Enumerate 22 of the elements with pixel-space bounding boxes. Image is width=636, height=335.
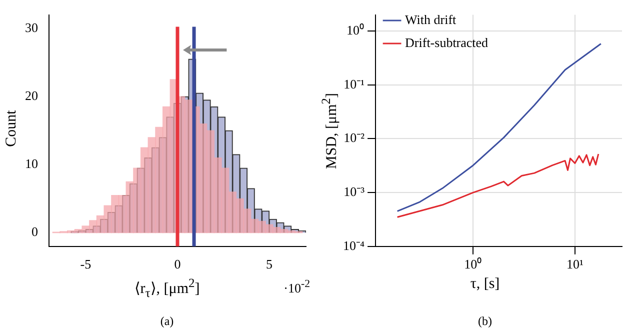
y-tick-label: 10⁻¹ — [344, 76, 365, 92]
legend-label: Drift-subtracted — [405, 34, 489, 50]
text: (b) — [477, 314, 493, 329]
x-tick-label: 5 — [266, 256, 273, 272]
text: (a) — [159, 314, 175, 329]
y-tick-label: 0 — [32, 224, 38, 240]
x-tick-label: 10¹ — [566, 256, 584, 272]
y-tick-label: 10⁻⁴ — [342, 238, 365, 253]
y-tick-label: 20 — [25, 88, 38, 103]
text: ·10$^{-2}$ — [284, 278, 310, 296]
legend-label: With drift — [405, 12, 457, 27]
x-tick-label: 10⁰ — [464, 256, 482, 272]
x-axis-title: τ, [s] — [469, 276, 501, 293]
y-axis-title: Count — [4, 109, 20, 149]
x-tick-label: -5 — [80, 256, 92, 272]
y-tick-label: 10 — [25, 156, 38, 172]
x-tick-label: 0 — [174, 256, 181, 272]
y-tick-label: 10⁰ — [346, 22, 365, 38]
y-tick-label: 30 — [25, 20, 38, 35]
y-tick-label: 10⁻³ — [344, 184, 365, 199]
x-axis-title: ⟨r$_{τ}$⟩, [μm$^{2}$] — [134, 276, 200, 300]
y-tick-label: 10⁻² — [344, 130, 365, 146]
